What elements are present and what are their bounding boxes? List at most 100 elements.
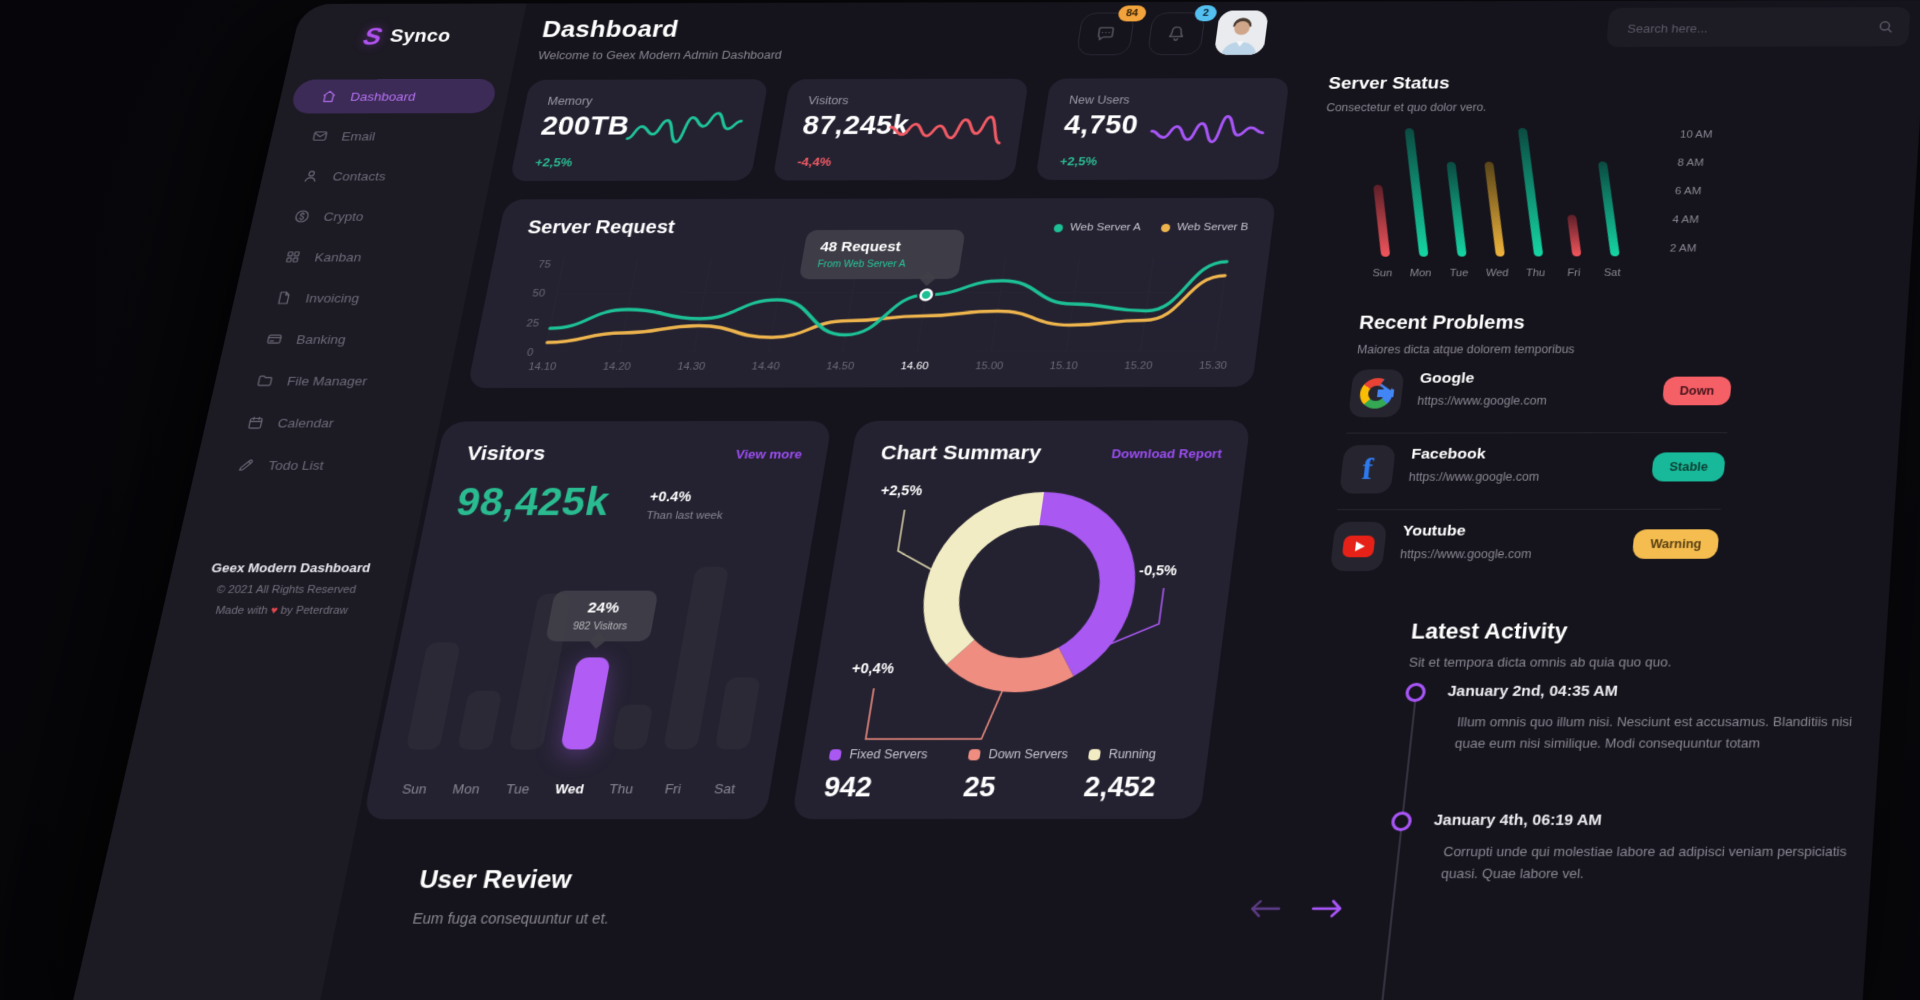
sidebar-item-label: Invoicing [304, 290, 361, 305]
status-badge-down: Down [1662, 376, 1732, 406]
visitors-delta: +0.4% [648, 488, 693, 505]
svg-text:15.00: 15.00 [974, 361, 1004, 372]
footer-line3: Made with ♥ by Peterdraw [214, 604, 350, 617]
dashboard-board: S Synco Dashboard Email Contacts Crypto Kanb… [69, 0, 1920, 1000]
user-review-title: User Review [416, 865, 574, 895]
visitors-bar-wed-highlight[interactable] [560, 657, 611, 750]
activity-text: Illum omnis quo illum nisi. Nesciunt est… [1454, 713, 1853, 752]
server-status-bar-mon [1404, 128, 1429, 257]
stat-sparkline [1144, 101, 1270, 156]
svg-text:0: 0 [526, 348, 535, 359]
sidebar-item-label: Dashboard [349, 89, 418, 104]
latest-activity-list: January 2nd, 04:35 AM Illum omnis quo ill… [302, 0, 1920, 882]
sidebar-item-invoicing[interactable]: Invoicing [243, 280, 456, 316]
visitors-day-label: Wed [553, 781, 586, 797]
page-subtitle: Welcome to Geex Modern Admin Dashboard [536, 48, 783, 62]
problem-site-url: https://www.google.com [1399, 547, 1533, 562]
problem-site-url: https://www.google.com [1416, 394, 1548, 408]
download-report-link[interactable]: Download Report [1110, 446, 1223, 461]
avatar-photo [1213, 10, 1269, 55]
chart-summary-card: Chart Summary Download Report +2,5% -0,5… [791, 420, 1251, 820]
messages-button[interactable]: 84 [1075, 5, 1148, 56]
notifications-button[interactable]: 2 [1146, 5, 1218, 56]
server-request-legend: Web Server A Web Server B [1053, 222, 1249, 233]
callout-running: +2,5% [879, 482, 924, 499]
review-next-arrow[interactable] [1307, 895, 1347, 922]
sidebar-item-file-manager[interactable]: File Manager [224, 362, 439, 398]
sidebar-item-label: Banking [295, 331, 348, 347]
server-status-day-label: Thu [1525, 267, 1546, 279]
activity-time: January 4th, 06:19 AM [1433, 811, 1603, 830]
review-prev-arrow[interactable] [1245, 895, 1285, 922]
server-status-time-label: 8 AM [1676, 157, 1705, 169]
server-request-tooltip: 48 Request From Web Server A [798, 229, 966, 280]
visitors-bar [611, 704, 654, 750]
calendar-icon [245, 414, 267, 431]
sidebar-item-label: File Manager [285, 373, 369, 388]
svg-text:75: 75 [537, 260, 552, 271]
server-status-bar-sun [1373, 184, 1391, 257]
svg-text:15.20: 15.20 [1124, 361, 1154, 372]
visitors-tooltip-pct: 24% [586, 599, 621, 617]
visitors-bar [405, 642, 461, 750]
server-status-time-label: 4 AM [1671, 214, 1700, 226]
latest-activity-title: Latest Activity [1409, 618, 1569, 644]
search-input[interactable] [1623, 7, 1868, 49]
visitors-title: Visitors [464, 442, 548, 465]
divider [1337, 508, 1722, 511]
folder-icon [254, 372, 276, 389]
visitors-value: 98,425k [452, 480, 614, 524]
timeline-line [1379, 696, 1417, 1000]
donut-legend-value: 25 [961, 771, 998, 803]
home-icon [318, 88, 339, 104]
divider [1346, 432, 1728, 434]
search-icon[interactable] [1875, 18, 1896, 36]
brand-name: Synco [388, 26, 453, 47]
sidebar-item-todo-list[interactable]: Todo List [205, 446, 421, 483]
problem-site-name: Youtube [1401, 522, 1467, 540]
visitors-tooltip: 24% 982 Visitors [545, 590, 659, 642]
visitors-day-label: Sat [713, 781, 737, 797]
user-avatar[interactable] [1213, 10, 1269, 55]
problem-item-google: Google https://www.google.com Down [1346, 365, 1733, 433]
view-more-link[interactable]: View more [734, 446, 804, 462]
donut-legend-dot [1087, 748, 1102, 760]
stat-sparkline [620, 103, 749, 158]
svg-text:14.20: 14.20 [602, 362, 632, 373]
facebook-icon: f [1360, 451, 1375, 486]
sidebar-item-dashboard[interactable]: Dashboard [289, 78, 499, 114]
sidebar-item-calendar[interactable]: Calendar [215, 404, 430, 441]
callout-fixed: -0,5% [1138, 562, 1179, 579]
activity-time: January 2nd, 04:35 AM [1446, 682, 1619, 700]
server-status-day-label: Sun [1371, 267, 1393, 280]
stat-delta: +2,5% [1058, 154, 1099, 169]
sidebar-item-kanban[interactable]: Kanban [253, 239, 465, 275]
server-status-chart: Sun Mon Tue Wed Thu Fri Sat 10 AM 8 AM 6 AM 4 AM 2 … [1365, 126, 1713, 279]
visitors-day-label: Tue [504, 781, 531, 797]
sidebar-item-banking[interactable]: Banking [234, 321, 448, 357]
stat-card-new-users: New Users 4,750 +2,5% [1035, 78, 1290, 181]
visitors-bar [457, 690, 503, 750]
stat-sparkline [882, 102, 1010, 157]
svg-text:15.30: 15.30 [1198, 361, 1228, 372]
visitors-day-label: Sun [400, 781, 429, 797]
visitors-card: Visitors View more 98,425k +0.4% Than la… [362, 420, 833, 820]
stat-label: New Users [1068, 93, 1131, 107]
chat-icon [1092, 23, 1119, 44]
sidebar-item-email[interactable]: Email [281, 119, 490, 154]
sidebar-item-contacts[interactable]: Contacts [271, 158, 481, 193]
server-status-day-label: Fri [1566, 267, 1581, 279]
legend-web-server-a: Web Server A [1053, 222, 1142, 233]
timeline-marker [1390, 811, 1413, 832]
donut-legend-value: 2,452 [1081, 771, 1158, 803]
stat-value: 4,750 [1062, 110, 1140, 140]
page-title: Dashboard [540, 15, 681, 43]
stat-delta: -4,4% [796, 154, 833, 169]
activity-text: Corrupti unde qui molestiae labore ad ad… [1440, 843, 1848, 882]
svg-text:15.10: 15.10 [1049, 361, 1079, 372]
sidebar-item-crypto[interactable]: Crypto [262, 199, 473, 234]
problem-site-name: Facebook [1410, 445, 1487, 463]
stat-value: 200TB [538, 111, 632, 141]
sidebar-item-label: Email [340, 129, 377, 143]
visitors-day-label: Thu [607, 781, 635, 797]
